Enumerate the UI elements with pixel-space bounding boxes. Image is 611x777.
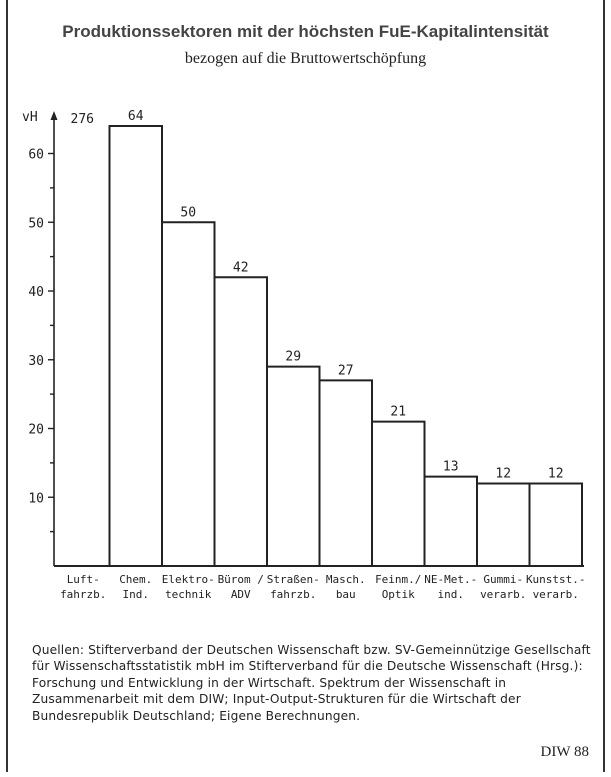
y-tick-label: 20 [28, 423, 44, 438]
x-tick-label: Feinm./ [375, 573, 421, 586]
x-tick-label: ADV [231, 588, 251, 601]
bar-label: 276 [71, 112, 94, 127]
bar [318, 379, 373, 567]
x-tick-label: Kunstst.- [526, 573, 586, 586]
x-tick-label: Gummi- [483, 573, 523, 586]
x-tick-label: technik [165, 588, 212, 601]
x-tick-label: ind. [438, 588, 465, 601]
bar [371, 420, 426, 567]
x-tick-label: fahrzb. [60, 588, 106, 601]
x-tick-label: Luft- [67, 573, 100, 586]
bar-label: 29 [285, 350, 301, 365]
bar-label: 64 [128, 109, 144, 124]
y-tick-label: 60 [28, 148, 44, 163]
y-axis-label: vH [22, 110, 38, 125]
bar-label: 12 [495, 467, 511, 482]
bar-label: 13 [443, 460, 459, 475]
figure-frame [6, 0, 605, 772]
y-tick-label: 10 [28, 491, 44, 506]
y-axis-arrow [50, 111, 58, 120]
bar-label: 12 [548, 467, 564, 482]
x-tick-label: Ind. [123, 588, 150, 601]
x-tick-label: bau [336, 588, 356, 601]
bar-chart: vH 10 20 30 40 50 60 276 Luft-fahrzb. 64 Chem. Ind.… [22, 109, 586, 601]
x-tick-label: verarb. [533, 588, 579, 601]
bar [213, 276, 268, 567]
y-tick-label: 50 [28, 216, 44, 231]
x-tick-label: Masch. [326, 573, 366, 586]
bar-label: 21 [390, 405, 406, 420]
bar-label: 42 [233, 260, 249, 275]
bar [266, 365, 321, 567]
bar [108, 125, 163, 567]
bar [476, 482, 531, 567]
bar-label: 50 [180, 205, 196, 220]
x-tick-label: NE-Met.- [424, 573, 477, 586]
y-tick-label: 30 [28, 354, 44, 369]
bar [528, 482, 583, 567]
x-tick-label: verarb. [480, 588, 526, 601]
x-tick-label: Optik [382, 588, 415, 601]
bar [423, 475, 478, 567]
x-tick-label: Chem. [119, 573, 152, 586]
chart-title: Produktionssektoren mit der höchsten FuE… [62, 22, 549, 41]
x-tick-label: fahrzb. [270, 588, 316, 601]
bar-label: 27 [338, 363, 354, 378]
chart-subtitle: bezogen auf die Bruttowertschöpfung [184, 50, 427, 67]
x-tick-label: Elektro- [162, 573, 215, 586]
source-note: Quellen: Stifterverband der Deutschen Wi… [32, 643, 591, 723]
x-tick-label: Straßen- [267, 573, 320, 586]
y-tick-label: 40 [28, 285, 44, 300]
publisher-label: DIW 88 [540, 744, 589, 760]
x-tick-label: Bürom / [218, 573, 264, 586]
bar [161, 221, 216, 567]
